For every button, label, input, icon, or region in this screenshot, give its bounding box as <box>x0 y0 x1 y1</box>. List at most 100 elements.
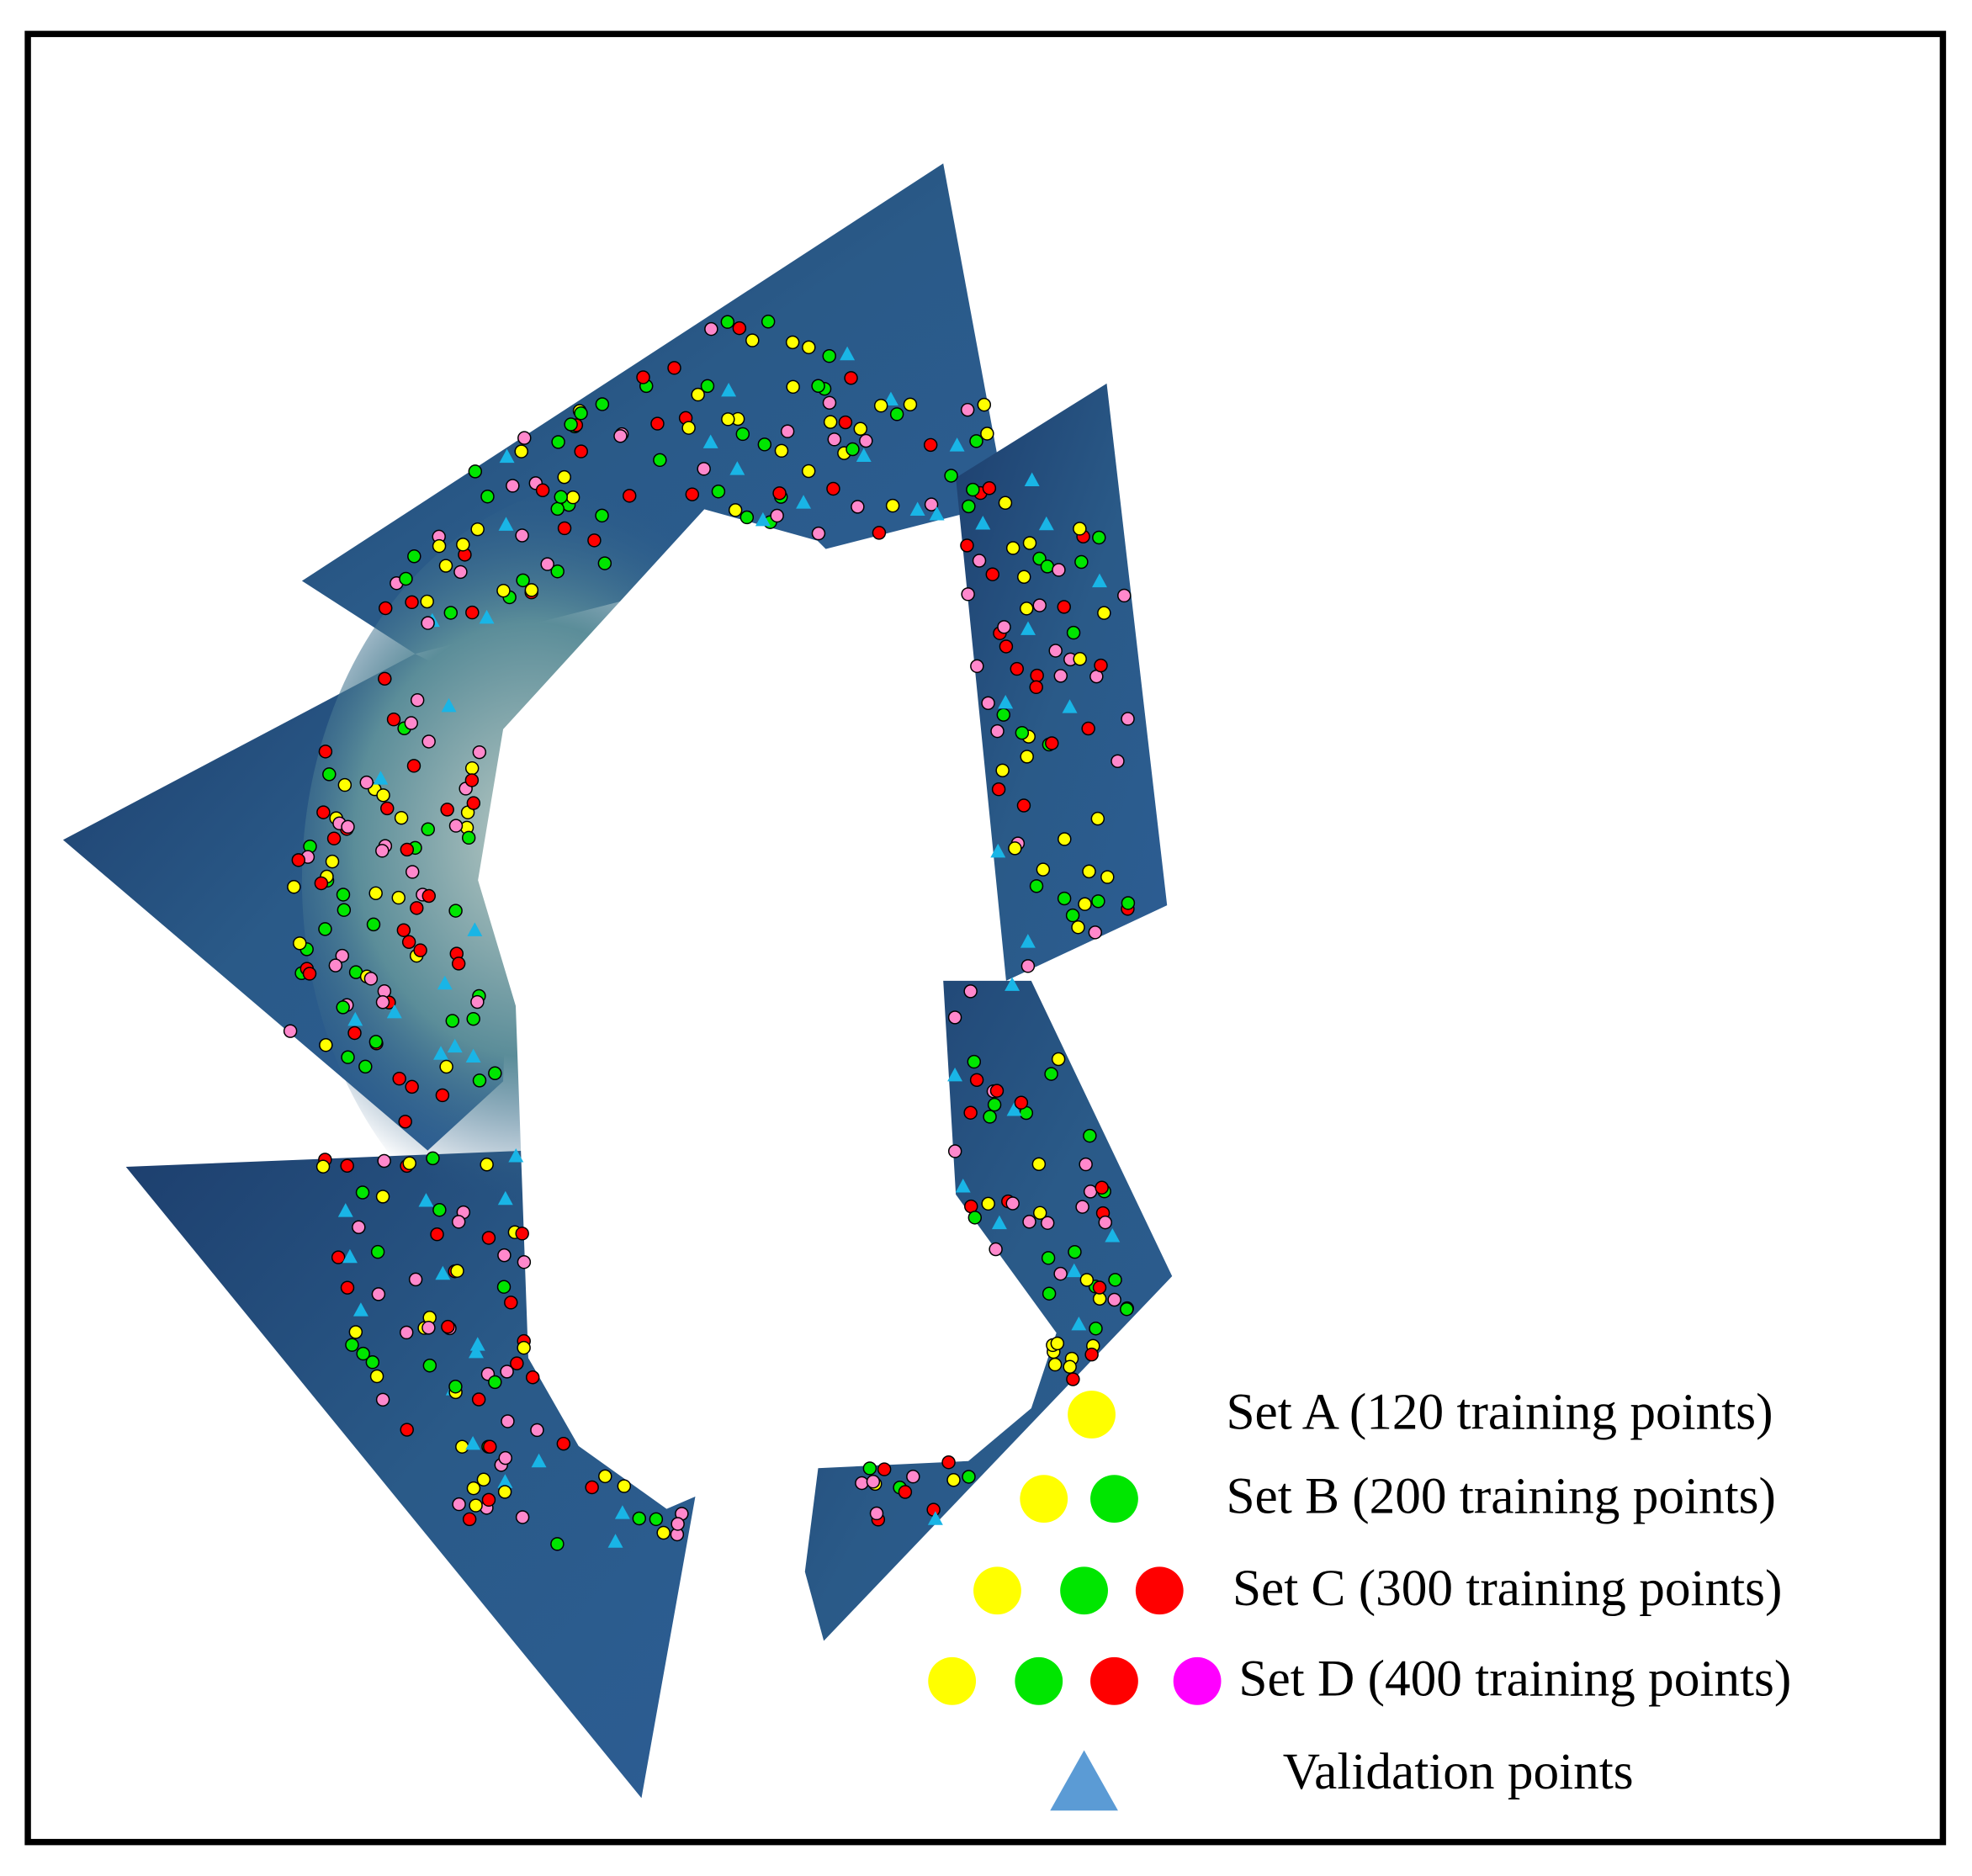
training-point <box>944 469 958 483</box>
training-point <box>375 1190 390 1204</box>
training-point <box>1100 870 1115 884</box>
validation-point <box>975 516 991 530</box>
training-point <box>851 500 865 514</box>
training-point <box>515 528 529 543</box>
training-point <box>1005 541 1020 555</box>
training-point <box>455 1439 469 1454</box>
training-point <box>430 1227 444 1242</box>
validation-point <box>998 694 1014 709</box>
training-point <box>517 1255 532 1269</box>
training-point <box>517 431 532 445</box>
training-point <box>399 1325 414 1340</box>
training-point <box>991 782 1006 797</box>
training-point <box>989 1242 1003 1257</box>
training-point <box>598 1469 612 1484</box>
validation-point <box>607 1534 623 1548</box>
training-point <box>982 481 997 495</box>
training-point <box>823 415 838 429</box>
validation-point <box>947 1067 963 1082</box>
training-point <box>1089 1321 1103 1336</box>
training-point <box>340 1280 355 1295</box>
training-point <box>363 972 379 986</box>
legend-symbol <box>928 1656 977 1705</box>
training-point <box>728 503 743 517</box>
training-point <box>745 333 760 347</box>
training-point <box>1063 1359 1077 1374</box>
training-point <box>597 556 612 570</box>
training-point <box>1042 1286 1057 1301</box>
training-point <box>721 412 735 427</box>
training-point <box>565 490 580 505</box>
training-point <box>421 616 435 630</box>
validation-point <box>337 1203 353 1217</box>
training-point <box>1081 721 1095 736</box>
training-point <box>720 315 735 329</box>
training-point <box>1074 554 1089 570</box>
training-point <box>348 1325 363 1339</box>
validation-point <box>498 517 514 531</box>
training-point <box>394 810 409 825</box>
training-point <box>358 1059 373 1074</box>
training-point <box>375 995 390 1010</box>
validation-point <box>755 511 771 527</box>
training-point <box>872 526 887 540</box>
training-point <box>711 485 726 499</box>
training-point <box>356 1346 370 1361</box>
training-point <box>1040 559 1055 574</box>
training-point <box>1016 570 1031 584</box>
training-point <box>877 1462 892 1476</box>
validation-point <box>1066 1263 1082 1278</box>
training-point <box>636 370 650 384</box>
training-point <box>1083 1184 1098 1199</box>
training-point <box>967 1211 983 1225</box>
training-point <box>989 1084 1005 1098</box>
validation-point <box>883 391 899 406</box>
training-point <box>515 1510 530 1524</box>
training-point <box>368 886 383 901</box>
validation-point <box>508 1148 524 1163</box>
training-point <box>470 994 485 1010</box>
training-point <box>981 696 995 711</box>
training-point <box>435 1088 450 1103</box>
training-point <box>337 777 353 792</box>
training-point <box>464 760 480 776</box>
training-point <box>535 483 550 497</box>
validation-point <box>729 461 745 475</box>
training-point <box>352 1220 366 1234</box>
training-point <box>410 692 425 707</box>
legend-symbol <box>973 1566 1021 1615</box>
training-point <box>540 557 554 571</box>
training-point <box>671 1517 685 1531</box>
training-point <box>322 767 337 782</box>
training-point <box>574 405 588 421</box>
validation-point <box>1092 573 1107 588</box>
legend: Set A (120 training points) Set B (200 tr… <box>928 1384 1791 1811</box>
training-point <box>740 510 755 525</box>
training-point <box>997 620 1011 634</box>
training-point <box>653 453 667 468</box>
training-point <box>441 1319 455 1334</box>
training-point <box>1057 891 1072 906</box>
training-point <box>497 1248 512 1263</box>
validation-point <box>465 1435 481 1450</box>
training-point <box>421 1321 436 1335</box>
training-point <box>481 1231 496 1245</box>
training-point <box>898 1485 913 1499</box>
validation-point <box>949 437 965 452</box>
training-point <box>318 745 333 759</box>
training-point <box>319 1038 333 1052</box>
validation-point <box>447 1038 463 1053</box>
training-point <box>410 901 424 915</box>
training-point <box>1041 1251 1056 1265</box>
training-point <box>556 1436 571 1451</box>
training-point <box>846 442 860 457</box>
training-point <box>873 398 888 413</box>
training-point <box>453 564 468 580</box>
training-point <box>1058 832 1072 846</box>
training-point <box>365 1354 380 1370</box>
training-point <box>980 427 994 441</box>
training-point <box>574 444 588 458</box>
legend-symbol <box>1020 1475 1068 1524</box>
training-point <box>421 888 436 904</box>
training-point <box>1082 864 1096 879</box>
